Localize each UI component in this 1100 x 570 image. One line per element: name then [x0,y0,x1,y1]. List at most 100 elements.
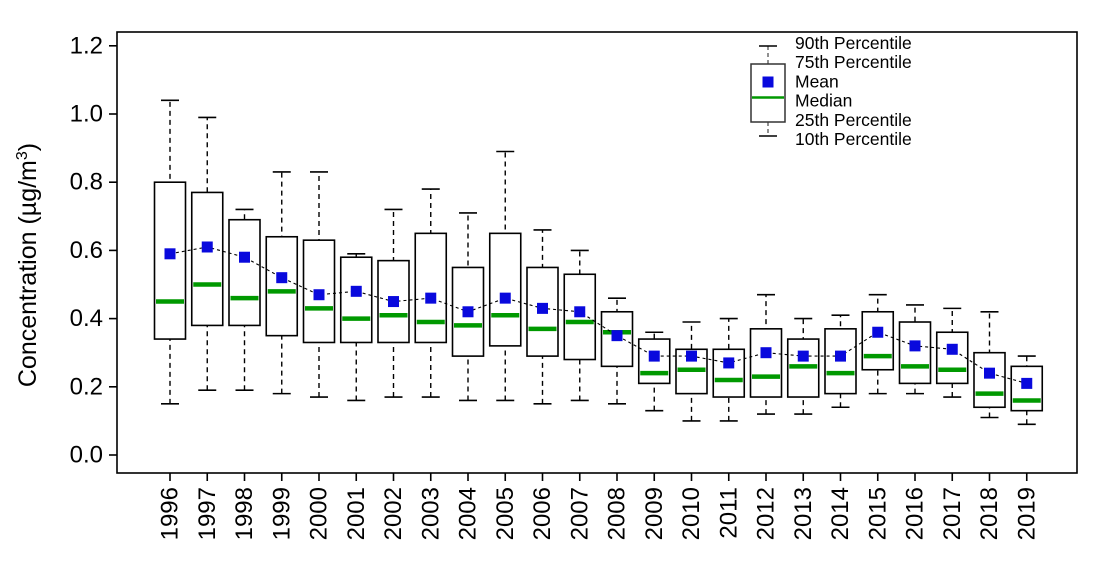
mean-point-2012 [760,347,772,359]
mean-point-2018 [984,367,995,379]
box-1998 [228,208,261,392]
x-tick-label-1996: 1996 [157,487,184,540]
legend-label-75th-percentile: 75th Percentile [795,52,912,72]
box-2013 [786,317,820,415]
legend-iqr-box [750,63,786,123]
x-tick-label-2011: 2011 [715,487,742,539]
mean-point-2000 [313,289,325,301]
y-axis: 0.0 0.2 0.4 0.6 0.8 1.0 1.2 Concentration (µg/m… [14,32,117,469]
box-1997 [190,116,224,392]
x-tick-label-2015: 2015 [864,487,891,540]
iqr-box [228,218,261,327]
x-tick-label-1998: 1998 [231,487,258,540]
x-tick-label-2018: 2018 [976,487,1003,540]
x-tick-label-1997: 1997 [194,487,221,540]
mean-point-2003 [425,292,437,304]
mean-point-2004 [462,306,474,318]
mean-point-2017 [946,343,958,355]
iqr-box [414,232,448,344]
mean-point-2019 [1021,377,1033,389]
mean-points [164,241,1033,389]
y-tick-label: 1.0 [70,101,103,128]
legend-label-10th-percentile: 10th Percentile [795,129,912,149]
iqr-box [265,235,299,337]
mean-point-2016 [909,340,921,352]
mean-point-2006 [537,302,548,314]
plot-frame [116,31,1078,474]
y-tick-label: 0.8 [70,169,103,196]
mean-trend-line [169,246,1027,384]
legend-label-median: Median [795,91,852,111]
x-tick-label-2012: 2012 [753,487,780,540]
mean-point-2001 [350,285,362,297]
iqr-box [488,232,522,347]
mean-point-2015 [872,326,884,338]
iqr-box [190,191,224,327]
x-tick-label-2006: 2006 [529,487,556,540]
mean-point-2007 [574,306,586,318]
iqr-box [861,310,895,371]
mean-point-1999 [276,272,288,284]
x-tick-label-2017: 2017 [939,487,966,540]
iqr-box [302,239,336,344]
iqr-box [153,181,187,340]
x-tick-label-2016: 2016 [902,487,929,540]
box-1996 [153,99,187,405]
box-2016 [898,304,932,395]
box-2005 [488,150,522,402]
x-tick-label-2003: 2003 [417,487,444,540]
iqr-box [898,321,932,385]
x-tick-label-2005: 2005 [492,487,519,540]
x-tick-label-1999: 1999 [268,487,295,540]
box-1999 [265,171,299,395]
mean-point-2005 [499,292,511,304]
x-tick-label-2008: 2008 [604,487,631,540]
x-tick-label-2013: 2013 [790,487,817,540]
mean-point-2011 [723,357,735,369]
mean-point-2009 [648,350,660,362]
mean-point-1996 [164,248,176,260]
x-tick-label-2009: 2009 [641,487,668,540]
x-axis: 1996 1997 1998 1999 2000 2001 2002 2003 2004 2005… [157,473,1040,540]
x-tick-label-2007: 2007 [566,487,593,540]
iqr-box [973,351,1006,409]
legend-label-mean: Mean [795,71,839,91]
box-2012 [749,293,783,415]
mean-point-2013 [797,350,809,362]
box-2001 [339,253,373,402]
mean-point-2002 [388,296,399,308]
iqr-box [935,331,969,385]
mean-point-1998 [239,251,250,263]
box-2011 [712,317,746,422]
y-tick-label: 0.6 [70,237,103,264]
box-2003 [414,188,448,398]
iqr-box [339,256,373,344]
x-tick-label-2000: 2000 [306,487,333,540]
mean-point-2014 [835,350,846,362]
y-axis-title: Concentration (µg/m3) [14,143,42,387]
x-tick-label-2001: 2001 [343,487,370,540]
x-tick-label-2010: 2010 [678,487,705,540]
box-2015 [861,293,895,395]
mean-point-2008 [611,330,623,342]
x-tick-label-2019: 2019 [1013,487,1040,540]
y-tick-label: 1.2 [70,32,103,59]
x-tick-label-2002: 2002 [380,487,407,540]
y-tick-label: 0.4 [70,305,103,332]
x-tick-label-2014: 2014 [827,487,854,540]
y-tick-label: 0.0 [70,442,103,469]
legend-label-90th-percentile: 90th Percentile [795,33,912,53]
box-2017 [935,307,969,398]
legend-label-25th-percentile: 25th Percentile [795,110,912,130]
y-tick-label: 0.2 [70,373,103,400]
mean-point-2010 [686,350,697,362]
legend-mean-marker [762,76,774,88]
mean-point-1997 [201,241,213,253]
x-tick-label-2004: 2004 [455,487,482,540]
iqr-box [749,328,783,398]
box-2018 [973,310,1006,419]
iqr-box [712,348,746,398]
